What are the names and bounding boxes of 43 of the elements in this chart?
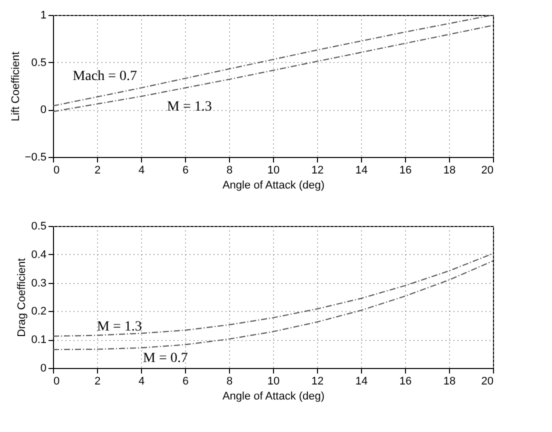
x-tick-label: 8 [226,164,233,176]
y-tick-label: 0 [40,104,46,116]
y-tick-label: 0.4 [31,248,46,261]
x-tick-label: 12 [311,376,324,388]
x-tick-label: 6 [182,376,189,388]
x-tick-label: 4 [138,376,145,388]
line-series [53,260,493,350]
series-label: M = 0.7 [143,350,188,366]
y-tick-label: 0.5 [31,220,46,232]
x-tick-label: 12 [311,164,324,176]
y-tick-label: 0.5 [31,56,46,69]
x-tick-label: 6 [182,164,189,176]
series-label: M = 1.3 [167,99,212,114]
y-tick-label: −0.5 [24,152,46,164]
x-tick-label: 0 [54,376,60,388]
x-tick-label: 10 [267,164,280,176]
x-tick-label: 2 [94,376,101,388]
x-tick-label: 16 [399,164,412,176]
y-axis-title: Drag Coefficient [16,258,28,337]
x-tick-label: 2 [94,164,101,176]
y-tick-label: 0.1 [31,334,46,346]
y-tick-label: 0.2 [31,306,46,318]
x-tick-label: 14 [355,164,368,176]
y-tick-label: 0.3 [31,277,46,290]
x-tick-label: 20 [481,376,494,388]
x-tick-label: 20 [481,164,494,176]
y-tick-label: 1 [40,10,46,22]
x-tick-label: 16 [399,376,412,388]
x-tick-label: 8 [226,376,233,388]
y-tick-label: 0 [40,362,46,374]
x-tick-label: 0 [54,164,60,176]
line-series [53,253,493,337]
line-series [53,24,493,112]
x-tick-label: 14 [355,376,368,388]
series-label: Mach = 0.7 [72,68,137,84]
y-axis-title: Lift Coefficient [10,52,22,122]
series-label: M = 1.3 [97,319,142,334]
x-axis-title: Angle of Attack (deg) [222,180,325,192]
x-tick-label: 18 [443,164,456,176]
x-tick-label: 4 [138,164,145,176]
x-tick-label: 10 [267,376,280,388]
x-tick-label: 18 [443,376,456,388]
x-axis-title: Angle of Attack (deg) [222,390,325,402]
